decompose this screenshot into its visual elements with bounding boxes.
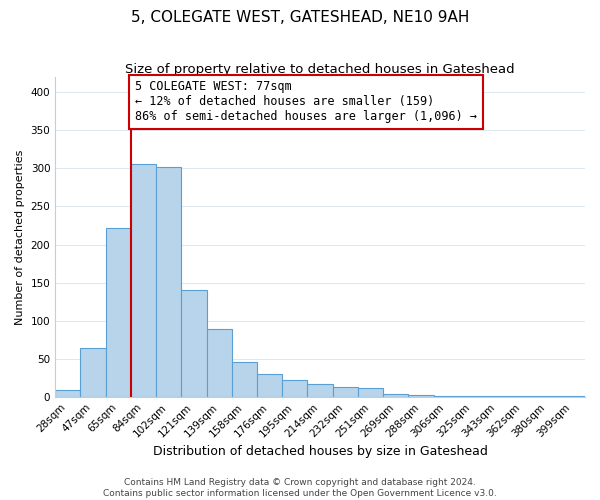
Bar: [535, 396, 560, 397]
Text: 5, COLEGATE WEST, GATESHEAD, NE10 9AH: 5, COLEGATE WEST, GATESHEAD, NE10 9AH: [131, 10, 469, 25]
Title: Size of property relative to detached houses in Gateshead: Size of property relative to detached ho…: [125, 62, 515, 76]
Bar: [257, 374, 282, 397]
Bar: [409, 395, 434, 397]
Bar: [358, 388, 383, 397]
Y-axis label: Number of detached properties: Number of detached properties: [15, 150, 25, 324]
Text: 5 COLEGATE WEST: 77sqm
← 12% of detached houses are smaller (159)
86% of semi-de: 5 COLEGATE WEST: 77sqm ← 12% of detached…: [134, 80, 476, 124]
Bar: [434, 396, 459, 397]
Bar: [80, 348, 106, 397]
Bar: [484, 396, 509, 397]
X-axis label: Distribution of detached houses by size in Gateshead: Distribution of detached houses by size …: [152, 444, 488, 458]
Bar: [156, 166, 181, 397]
Bar: [55, 390, 80, 397]
Text: Contains HM Land Registry data © Crown copyright and database right 2024.
Contai: Contains HM Land Registry data © Crown c…: [103, 478, 497, 498]
Bar: [232, 362, 257, 397]
Bar: [181, 290, 206, 397]
Bar: [509, 396, 535, 397]
Bar: [459, 396, 484, 397]
Bar: [131, 164, 156, 397]
Bar: [332, 386, 358, 397]
Bar: [383, 394, 409, 397]
Bar: [106, 228, 131, 397]
Bar: [560, 396, 585, 397]
Bar: [282, 380, 307, 397]
Bar: [206, 328, 232, 397]
Bar: [307, 384, 332, 397]
